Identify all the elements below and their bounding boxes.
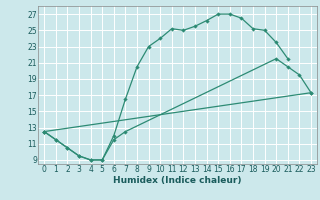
X-axis label: Humidex (Indice chaleur): Humidex (Indice chaleur) bbox=[113, 176, 242, 185]
